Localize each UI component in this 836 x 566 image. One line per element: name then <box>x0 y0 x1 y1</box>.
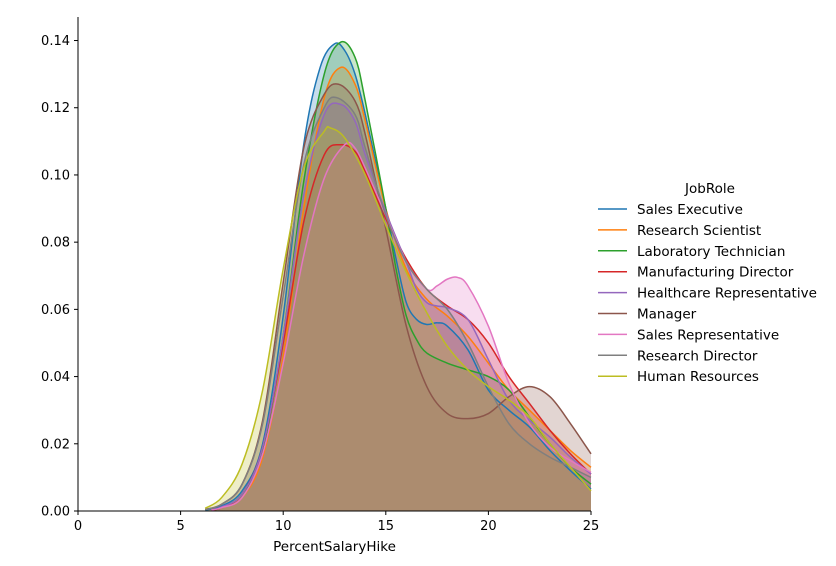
legend-item-research-director: Research Director <box>598 348 758 364</box>
legend-label: Manager <box>637 307 697 323</box>
density-fill-laboratory-technician <box>211 41 591 511</box>
x-tick-label: 20 <box>480 519 497 534</box>
y-tick-label: 0.08 <box>41 236 70 251</box>
density-fill-manufacturing-director <box>211 144 591 511</box>
legend-item-manufacturing-director: Manufacturing Director <box>598 265 794 281</box>
x-tick-label: 15 <box>378 519 395 534</box>
density-line-research-director <box>204 96 592 511</box>
legend-item-sales-executive: Sales Executive <box>598 202 743 218</box>
x-tick-label: 5 <box>176 519 184 534</box>
x-axis-title: PercentSalaryHike <box>273 539 396 555</box>
legend-item-healthcare-representative: Healthcare Representative <box>598 286 817 302</box>
y-tick-label: 0.06 <box>41 303 70 318</box>
legend-items: Sales Executive Research Scientist Laborat… <box>598 202 817 385</box>
y-tick-label: 0.02 <box>41 437 70 452</box>
legend-item-laboratory-technician: Laboratory Technician <box>598 244 785 260</box>
y-tick-label: 0.10 <box>41 168 70 183</box>
legend-label: Laboratory Technician <box>637 244 785 260</box>
density-line-human-resources <box>204 125 592 509</box>
y-ticks: 0.00 0.02 0.04 0.06 0.08 0.10 0.12 0.14 <box>41 34 78 520</box>
axes <box>77 17 591 512</box>
legend-label: Research Scientist <box>637 223 761 239</box>
density-line-manager <box>205 83 592 511</box>
y-tick-label: 0.12 <box>41 101 70 116</box>
density-fill-sales-representative <box>211 142 591 511</box>
density-lines <box>204 40 592 511</box>
legend-item-sales-representative: Sales Representative <box>598 327 779 343</box>
y-tick-label: 0.14 <box>41 34 70 49</box>
density-fills <box>205 41 591 511</box>
legend: JobRole Sales Executive Research Scientis… <box>598 181 817 385</box>
x-tick-label: 10 <box>275 519 292 534</box>
legend-item-research-scientist: Research Scientist <box>598 223 761 239</box>
legend-label: Human Resources <box>637 369 759 385</box>
legend-item-human-resources: Human Resources <box>598 369 759 385</box>
legend-title: JobRole <box>684 181 735 197</box>
x-tick-label: 0 <box>74 519 82 534</box>
x-ticks: 0 5 10 15 20 25 <box>74 511 599 534</box>
legend-label: Healthcare Representative <box>637 286 817 302</box>
x-tick-label: 25 <box>583 519 600 534</box>
y-tick-label: 0.00 <box>41 505 70 520</box>
legend-item-manager: Manager <box>598 307 697 323</box>
legend-label: Sales Executive <box>637 202 743 218</box>
legend-label: Manufacturing Director <box>637 265 794 281</box>
legend-label: Sales Representative <box>637 327 779 343</box>
y-tick-label: 0.04 <box>41 370 70 385</box>
density-line-healthcare-representative <box>211 102 592 511</box>
legend-label: Research Director <box>637 348 758 364</box>
